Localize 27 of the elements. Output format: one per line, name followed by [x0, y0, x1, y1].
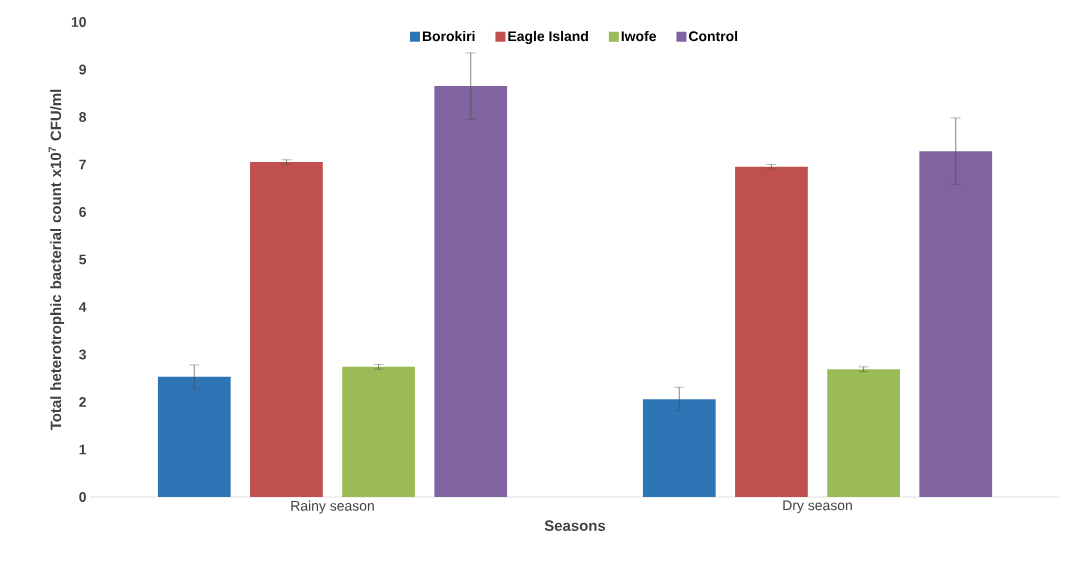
bar [642, 399, 716, 497]
bar [342, 366, 415, 497]
legend-label: Iwofe [621, 30, 656, 42]
bar [735, 166, 808, 497]
y-tick-label: 4 [78, 302, 87, 312]
x-tick-label: Rainy season [291, 500, 374, 514]
y-tick-label: 8 [79, 112, 87, 122]
x-tick-label: Dry season [783, 500, 852, 514]
legend-label: Eagle Island [508, 30, 588, 44]
bar [827, 369, 900, 497]
y-tick-label: 10 [71, 17, 86, 27]
y-tick-label: 5 [79, 254, 87, 265]
bar [157, 376, 231, 497]
y-tick-label: 9 [79, 64, 86, 75]
y-tick-label: 6 [79, 207, 86, 217]
bar [919, 151, 993, 497]
bar [250, 162, 323, 497]
y-tick-label: 0 [79, 492, 86, 502]
legend-label: Borokiri [422, 30, 475, 42]
y-tick-label: 2 [79, 397, 86, 407]
bar [434, 86, 508, 497]
y-tick-label: 1 [79, 444, 87, 455]
x-axis-title: Seasons [544, 520, 606, 531]
legend-label: Control [689, 30, 738, 42]
y-axis-title: Total heterotrophic bacterial count x10$^{7}$ CFU/ml [48, 89, 65, 431]
y-tick-label: 3 [79, 349, 86, 360]
y-tick-label: 7 [79, 159, 86, 170]
